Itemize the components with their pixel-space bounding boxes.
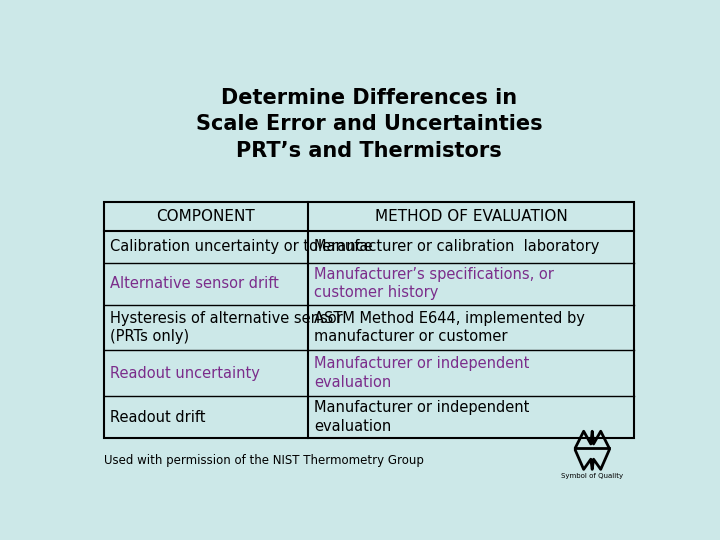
Text: Readout uncertainty: Readout uncertainty bbox=[110, 366, 260, 381]
Text: COMPONENT: COMPONENT bbox=[157, 209, 256, 224]
Text: Hysteresis of alternative sensor
(PRTs only): Hysteresis of alternative sensor (PRTs o… bbox=[110, 311, 343, 345]
Text: Used with permission of the NIST Thermometry Group: Used with permission of the NIST Thermom… bbox=[104, 454, 424, 467]
Text: Manufacturer’s specifications, or
customer history: Manufacturer’s specifications, or custom… bbox=[314, 267, 554, 300]
Text: Manufacturer or independent
evaluation: Manufacturer or independent evaluation bbox=[314, 400, 530, 434]
Text: Alternative sensor drift: Alternative sensor drift bbox=[110, 276, 279, 291]
Text: Calibration uncertainty or tolerance: Calibration uncertainty or tolerance bbox=[110, 239, 373, 254]
Text: ASTM Method E644, implemented by
manufacturer or customer: ASTM Method E644, implemented by manufac… bbox=[314, 311, 585, 345]
Text: Manufacturer or independent
evaluation: Manufacturer or independent evaluation bbox=[314, 356, 530, 390]
Bar bbox=[104, 202, 634, 438]
Text: Manufacturer or calibration  laboratory: Manufacturer or calibration laboratory bbox=[314, 239, 600, 254]
Text: Symbol of Quality: Symbol of Quality bbox=[561, 472, 624, 479]
Text: Determine Differences in
Scale Error and Uncertainties
PRT’s and Thermistors: Determine Differences in Scale Error and… bbox=[196, 88, 542, 161]
Text: METHOD OF EVALUATION: METHOD OF EVALUATION bbox=[374, 209, 567, 224]
Text: Readout drift: Readout drift bbox=[110, 409, 206, 424]
